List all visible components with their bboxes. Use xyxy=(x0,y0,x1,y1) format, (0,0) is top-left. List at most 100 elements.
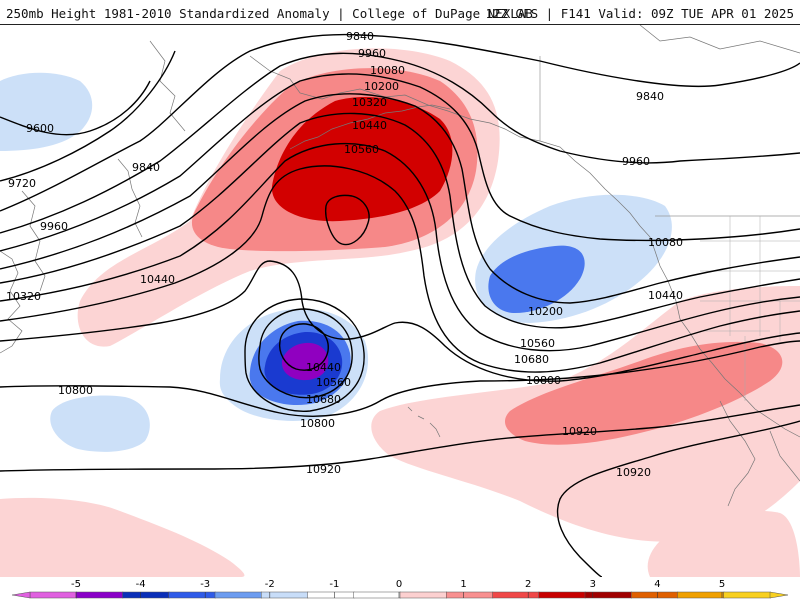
coastline-hawaii xyxy=(407,406,441,438)
colorbar-tick-label: -5 xyxy=(71,579,81,590)
colorbar-tick-label: 1 xyxy=(460,579,466,590)
coastline-alaska xyxy=(249,55,606,190)
colorbar-segment xyxy=(399,591,447,599)
colorbar-segment xyxy=(76,591,124,599)
contour-10680-low xyxy=(244,298,365,412)
contour-9840-east xyxy=(359,34,800,88)
label-9960-north: 9960 xyxy=(358,47,386,60)
label-9720-west: 9720 xyxy=(8,177,36,190)
anomaly-fills xyxy=(0,48,800,577)
label-10920-se: 10920 xyxy=(616,466,651,479)
colorbar-segment xyxy=(677,591,725,599)
anomaly-fill-positive-southwest xyxy=(0,497,245,577)
label-10680-low: 10680 xyxy=(306,393,341,406)
label-10440-low: 10440 xyxy=(306,361,341,374)
contour-labels: 9840 9960 10080 10200 10320 10440 10560 … xyxy=(6,30,683,479)
label-9960-east: 9960 xyxy=(622,155,650,168)
label-10680-trough: 10680 xyxy=(514,353,549,366)
label-10920-south: 10920 xyxy=(306,463,341,476)
contour-10440-low xyxy=(278,323,329,371)
label-10440-west: 10440 xyxy=(140,273,175,286)
label-10920-east: 10920 xyxy=(562,425,597,438)
contour-9960 xyxy=(0,52,800,234)
label-10800-east: 10800 xyxy=(526,374,561,387)
colorbar-segment xyxy=(584,591,632,599)
geography xyxy=(0,25,800,507)
contour-10560-low xyxy=(258,308,353,399)
coastline-british-columbia xyxy=(604,188,677,302)
contour-10080 xyxy=(0,73,800,252)
colorbar-tick-label: 2 xyxy=(525,579,531,590)
colorbar-arrow-right xyxy=(769,591,789,599)
anomaly-fill-positive-east-2 xyxy=(505,341,783,445)
map-canvas: 9840 9960 10080 10200 10320 10440 10560 … xyxy=(0,25,800,577)
coastline-kamchatka xyxy=(117,158,143,238)
coastline-aleutians xyxy=(289,104,451,150)
label-9840-north: 9840 xyxy=(346,30,374,43)
map-title: 250mb Height 1981-2010 Standardized Anom… xyxy=(6,6,533,21)
colorbar-segment xyxy=(631,591,679,599)
label-9840-east: 9840 xyxy=(636,90,664,103)
anomaly-fill-negative-trough-2 xyxy=(488,245,585,313)
label-10560-low: 10560 xyxy=(316,376,351,389)
contour-10680 xyxy=(0,260,800,382)
anomaly-fill-positive-north-3 xyxy=(271,97,453,222)
header: 250mb Height 1981-2010 Standardized Anom… xyxy=(0,0,800,24)
contour-10560 xyxy=(0,165,800,373)
colorbar-tick-label: 4 xyxy=(654,579,660,590)
label-10800-south: 10800 xyxy=(300,417,335,430)
contour-10440 xyxy=(0,142,800,352)
map-panel[interactable]: 9840 9960 10080 10200 10320 10440 10560 … xyxy=(0,24,800,577)
height-contours xyxy=(0,33,800,577)
label-9960-west: 9960 xyxy=(40,220,68,233)
coastline-asia xyxy=(0,250,23,354)
label-10320-west: 10320 xyxy=(6,290,41,303)
colorbar-segment xyxy=(214,591,262,599)
label-10320-north: 10320 xyxy=(352,96,387,109)
contour-9720 xyxy=(0,50,176,182)
coastline-baja xyxy=(719,400,756,507)
colorbar-tick-label: -2 xyxy=(265,579,275,590)
coastline-mexico xyxy=(769,430,800,482)
colorbar-tick-label: -1 xyxy=(329,579,339,590)
label-10200-trough: 10200 xyxy=(528,305,563,318)
contour-10920 xyxy=(0,404,800,472)
colorbar-canvas: -5 -4 -3 -2 -1 0 1 2 3 4 5 xyxy=(11,579,789,599)
colorbar-segment xyxy=(723,591,771,599)
contour-10560-closed xyxy=(325,194,370,246)
border-states xyxy=(700,216,800,401)
contour-10920-southeast xyxy=(556,420,800,577)
colorbar-segment xyxy=(168,591,216,599)
anomaly-fill-negative-west xyxy=(50,395,150,452)
label-10440-north: 10440 xyxy=(352,119,387,132)
label-10080-east: 10080 xyxy=(648,236,683,249)
contour-10200 xyxy=(0,93,800,304)
contour-9600 xyxy=(0,80,151,136)
label-10440-east: 10440 xyxy=(648,289,683,302)
label-10080-north: 10080 xyxy=(370,64,405,77)
label-9600-west: 9600 xyxy=(26,122,54,135)
colorbar-segment xyxy=(261,591,309,599)
contour-10320 xyxy=(0,112,800,329)
colorbar-segment xyxy=(122,591,170,599)
coastline-west-us xyxy=(675,300,800,438)
colorbar-tick-label: 3 xyxy=(590,579,596,590)
label-10560-trough: 10560 xyxy=(520,337,555,350)
anomaly-fill-negative-low-4 xyxy=(281,342,329,381)
colorbar-segment xyxy=(446,591,494,599)
colorbar-segment xyxy=(538,591,586,599)
label-9840-west: 9840 xyxy=(132,161,160,174)
contour-10800 xyxy=(0,340,800,417)
colorbar-tick-label: 5 xyxy=(719,579,725,590)
colorbar-segment xyxy=(307,591,355,599)
coastline-japan xyxy=(21,190,46,292)
label-10560-north: 10560 xyxy=(344,143,379,156)
anomaly-fill-positive-southeast xyxy=(647,510,800,577)
colorbar-tick-label: -4 xyxy=(136,579,146,590)
label-10200-north: 10200 xyxy=(364,80,399,93)
colorbar-segment xyxy=(492,591,540,599)
colorbar-arrow-left xyxy=(11,591,31,599)
coastline-siberia xyxy=(149,40,186,132)
anomaly-colorbar: -5 -4 -3 -2 -1 0 1 2 3 4 5 xyxy=(0,576,800,600)
coastline-greenland-ne xyxy=(639,25,800,54)
